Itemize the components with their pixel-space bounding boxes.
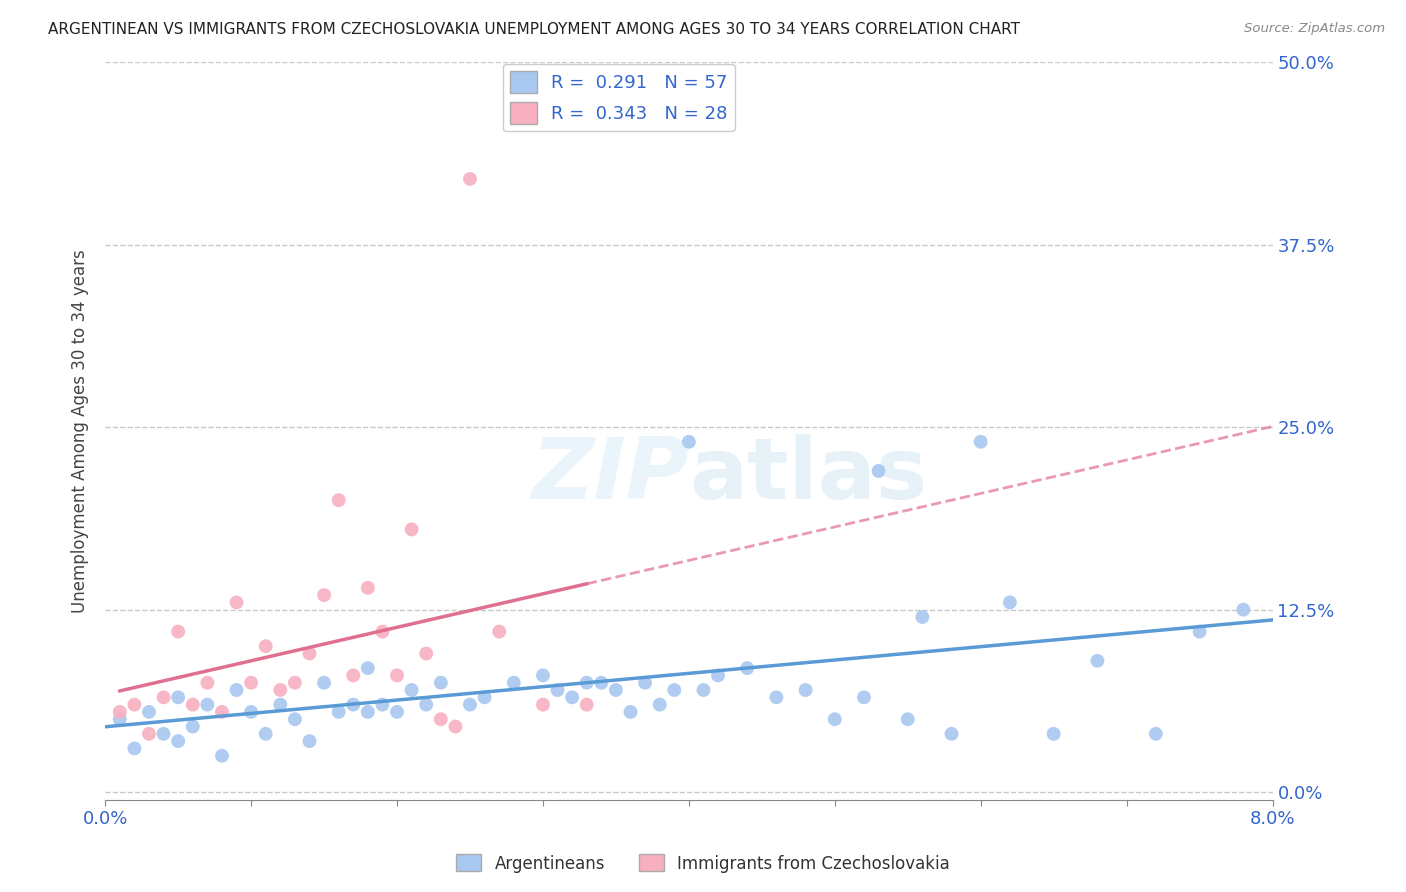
Point bbox=[561, 690, 583, 705]
Point bbox=[852, 690, 875, 705]
Point bbox=[998, 595, 1021, 609]
Point bbox=[970, 434, 993, 449]
Point bbox=[458, 698, 481, 712]
Point bbox=[385, 705, 408, 719]
Point bbox=[357, 661, 380, 675]
Point bbox=[1232, 603, 1254, 617]
Point bbox=[269, 683, 291, 698]
Point bbox=[342, 668, 364, 682]
Point bbox=[502, 675, 524, 690]
Legend: R =  0.291   N = 57, R =  0.343   N = 28: R = 0.291 N = 57, R = 0.343 N = 28 bbox=[503, 64, 735, 131]
Point bbox=[401, 522, 423, 536]
Point bbox=[1087, 654, 1109, 668]
Point bbox=[108, 705, 131, 719]
Point bbox=[707, 668, 730, 682]
Point bbox=[254, 639, 277, 653]
Point bbox=[254, 727, 277, 741]
Point bbox=[284, 675, 307, 690]
Point bbox=[181, 719, 204, 733]
Point bbox=[167, 624, 190, 639]
Point bbox=[765, 690, 787, 705]
Point bbox=[678, 434, 700, 449]
Point bbox=[328, 705, 350, 719]
Point bbox=[619, 705, 641, 719]
Point bbox=[211, 705, 233, 719]
Point bbox=[371, 624, 394, 639]
Text: ARGENTINEAN VS IMMIGRANTS FROM CZECHOSLOVAKIA UNEMPLOYMENT AMONG AGES 30 TO 34 Y: ARGENTINEAN VS IMMIGRANTS FROM CZECHOSLO… bbox=[48, 22, 1021, 37]
Point bbox=[371, 698, 394, 712]
Point bbox=[664, 683, 686, 698]
Point bbox=[941, 727, 963, 741]
Point bbox=[531, 698, 554, 712]
Point bbox=[575, 698, 598, 712]
Point bbox=[167, 690, 190, 705]
Point bbox=[634, 675, 657, 690]
Point bbox=[1188, 624, 1211, 639]
Point bbox=[575, 675, 598, 690]
Point bbox=[531, 668, 554, 682]
Point bbox=[547, 683, 569, 698]
Point bbox=[124, 741, 146, 756]
Point bbox=[328, 493, 350, 508]
Point bbox=[138, 727, 160, 741]
Point bbox=[385, 668, 408, 682]
Point bbox=[181, 698, 204, 712]
Point bbox=[824, 712, 846, 726]
Point bbox=[591, 675, 613, 690]
Point bbox=[211, 748, 233, 763]
Point bbox=[152, 727, 174, 741]
Point bbox=[284, 712, 307, 726]
Point bbox=[401, 683, 423, 698]
Point bbox=[314, 675, 336, 690]
Point bbox=[314, 588, 336, 602]
Point bbox=[225, 683, 247, 698]
Point bbox=[911, 610, 934, 624]
Text: Source: ZipAtlas.com: Source: ZipAtlas.com bbox=[1244, 22, 1385, 36]
Point bbox=[897, 712, 920, 726]
Y-axis label: Unemployment Among Ages 30 to 34 years: Unemployment Among Ages 30 to 34 years bbox=[72, 249, 89, 613]
Point bbox=[605, 683, 627, 698]
Point bbox=[167, 734, 190, 748]
Point bbox=[108, 712, 131, 726]
Point bbox=[458, 172, 481, 186]
Point bbox=[269, 698, 291, 712]
Point bbox=[298, 647, 321, 661]
Point bbox=[342, 698, 364, 712]
Point bbox=[298, 734, 321, 748]
Point bbox=[124, 698, 146, 712]
Text: ZIP: ZIP bbox=[531, 434, 689, 516]
Point bbox=[1144, 727, 1167, 741]
Point bbox=[1042, 727, 1064, 741]
Point bbox=[240, 675, 263, 690]
Point bbox=[138, 705, 160, 719]
Text: atlas: atlas bbox=[689, 434, 927, 516]
Point bbox=[195, 675, 218, 690]
Point bbox=[794, 683, 817, 698]
Point bbox=[444, 719, 467, 733]
Point bbox=[225, 595, 247, 609]
Point bbox=[152, 690, 174, 705]
Point bbox=[415, 698, 437, 712]
Legend: Argentineans, Immigrants from Czechoslovakia: Argentineans, Immigrants from Czechoslov… bbox=[450, 847, 956, 880]
Point bbox=[474, 690, 496, 705]
Point bbox=[195, 698, 218, 712]
Point bbox=[240, 705, 263, 719]
Point bbox=[357, 581, 380, 595]
Point bbox=[430, 712, 453, 726]
Point bbox=[357, 705, 380, 719]
Point bbox=[868, 464, 890, 478]
Point bbox=[648, 698, 671, 712]
Point bbox=[430, 675, 453, 690]
Point bbox=[415, 647, 437, 661]
Point bbox=[735, 661, 758, 675]
Point bbox=[488, 624, 510, 639]
Point bbox=[692, 683, 714, 698]
